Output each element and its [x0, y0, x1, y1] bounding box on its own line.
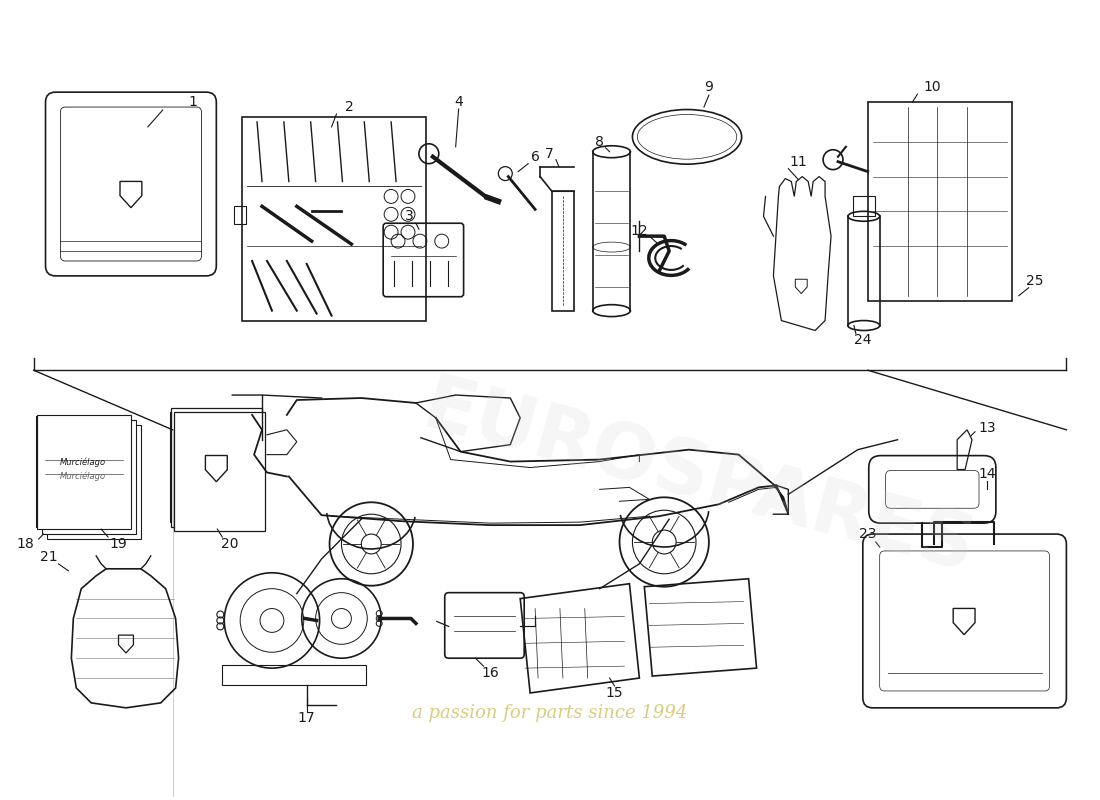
Text: a passion for parts since 1994: a passion for parts since 1994 — [412, 704, 688, 722]
Bar — [852, 197, 874, 216]
Bar — [36, 415, 131, 529]
Text: 17: 17 — [298, 710, 316, 725]
Bar — [170, 408, 262, 527]
Bar — [222, 665, 366, 685]
Text: 13: 13 — [978, 421, 996, 435]
Bar — [552, 191, 574, 310]
Text: Murciélago: Murciélago — [60, 472, 107, 482]
Text: 8: 8 — [595, 135, 604, 149]
Bar — [46, 425, 141, 539]
Text: Murciélago: Murciélago — [60, 458, 107, 467]
Text: 7: 7 — [544, 146, 553, 161]
Text: 23: 23 — [859, 527, 877, 541]
Text: 2: 2 — [345, 100, 354, 114]
Bar — [42, 420, 136, 534]
Text: 3: 3 — [405, 210, 414, 223]
Text: 10: 10 — [924, 80, 942, 94]
Text: 15: 15 — [606, 686, 624, 700]
Text: 14: 14 — [978, 467, 996, 482]
Text: 12: 12 — [630, 224, 648, 238]
Text: 16: 16 — [482, 666, 499, 680]
Text: 18: 18 — [16, 537, 34, 551]
Text: 1: 1 — [188, 95, 197, 109]
Text: 21: 21 — [40, 550, 57, 564]
Text: 6: 6 — [530, 150, 539, 164]
Text: 25: 25 — [1026, 274, 1044, 288]
Text: 11: 11 — [790, 154, 807, 169]
Text: 4: 4 — [454, 95, 463, 109]
Text: 24: 24 — [854, 334, 871, 347]
Bar — [868, 102, 1012, 301]
Text: 20: 20 — [221, 537, 239, 551]
Text: EUROSPARES: EUROSPARES — [416, 370, 982, 589]
Bar — [242, 117, 426, 321]
Text: 9: 9 — [704, 80, 713, 94]
Text: 19: 19 — [109, 537, 126, 551]
Bar — [174, 412, 265, 531]
Bar — [234, 206, 246, 224]
